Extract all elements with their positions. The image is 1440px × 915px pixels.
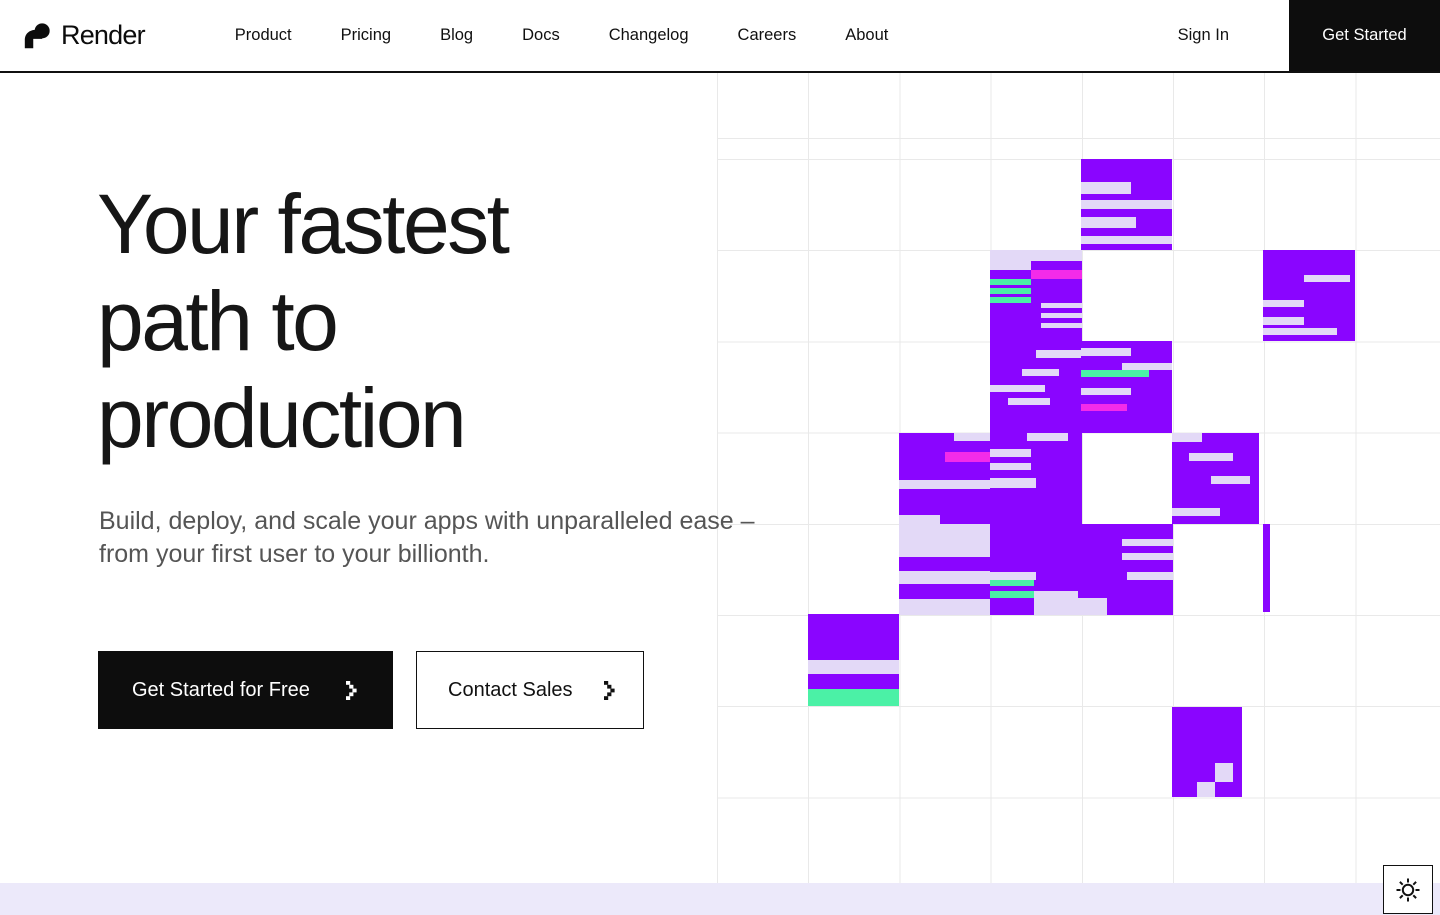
nav-item-changelog[interactable]: Changelog <box>608 26 689 44</box>
render-logo[interactable]: Render <box>22 20 146 51</box>
hero-subtitle: Build, deploy, and scale your apps with … <box>99 507 755 568</box>
pixel-chevron-right-icon <box>604 680 615 700</box>
sun-icon <box>1395 877 1421 903</box>
nav-item-product[interactable]: Product <box>234 26 292 44</box>
hero-title-line-3: production <box>97 371 467 465</box>
hero-title-line-2: path to <box>97 274 339 368</box>
get-started-button[interactable]: Get Started <box>1289 0 1440 71</box>
primary-cta-label: Get Started for Free <box>132 678 310 701</box>
hero-cta-row: Get Started for Free Contact Sales <box>98 651 644 729</box>
hero-title: Your fastest path to production <box>97 176 510 467</box>
render-logo-icon <box>22 21 52 51</box>
hero-title-line-1: Your fastest <box>97 177 510 271</box>
nav-item-docs[interactable]: Docs <box>522 26 560 44</box>
pixel-chevron-right-icon <box>346 680 357 700</box>
theme-toggle-button[interactable] <box>1383 865 1433 914</box>
bottom-accent-strip <box>0 883 1440 915</box>
background-grid <box>717 73 1440 915</box>
render-wordmark: Render <box>61 20 146 50</box>
nav-item-about[interactable]: About <box>845 26 889 44</box>
nav-links: Product Pricing Blog Docs Changelog Care… <box>235 26 889 45</box>
nav-item-pricing[interactable]: Pricing <box>340 26 392 44</box>
top-navigation: Render Product Pricing Blog Docs Changel… <box>0 0 1440 73</box>
get-started-for-free-button[interactable]: Get Started for Free <box>98 651 393 729</box>
nav-item-blog[interactable]: Blog <box>440 26 474 44</box>
secondary-cta-label: Contact Sales <box>448 678 573 701</box>
contact-sales-button[interactable]: Contact Sales <box>416 651 644 729</box>
sign-in-link[interactable]: Sign In <box>1177 26 1229 44</box>
nav-item-careers[interactable]: Careers <box>737 26 797 44</box>
